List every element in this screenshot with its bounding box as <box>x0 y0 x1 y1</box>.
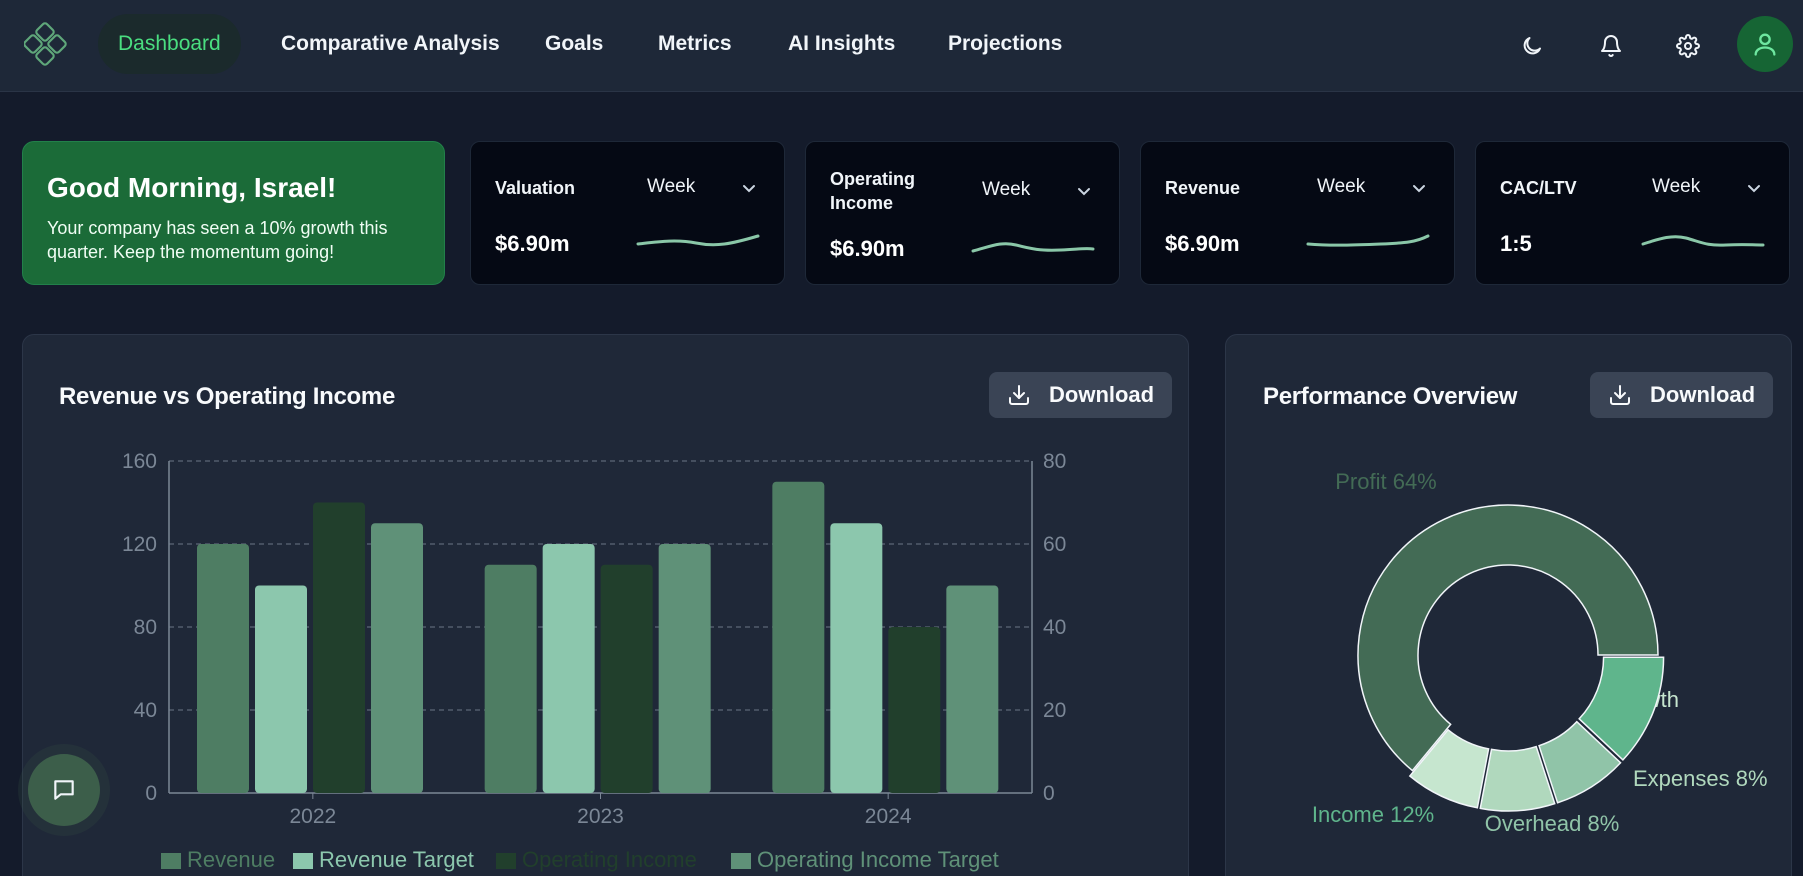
download-icon <box>1610 385 1630 405</box>
download-label: Download <box>1049 382 1155 407</box>
kpi-title: CAC/LTV <box>1500 178 1577 198</box>
donut-slice <box>1538 720 1622 804</box>
y-tick-label: 80 <box>134 616 157 639</box>
kpi-period-select[interactable]: Week <box>982 179 1031 200</box>
y2-tick-label: 20 <box>1043 699 1066 722</box>
kpi-card-cac-ltv: CAC/LTV Week 1:5 <box>1475 141 1790 285</box>
bar <box>197 544 249 793</box>
kpi-card-operating-income: Operating Income Week $6.90m <box>805 141 1120 285</box>
nav-goals[interactable]: Goals <box>545 32 604 55</box>
y-tick-label: 40 <box>134 699 157 722</box>
bar <box>484 564 537 793</box>
kpi-period-select[interactable]: Week <box>1652 176 1701 197</box>
y-tick-label: 160 <box>122 450 157 473</box>
download-button[interactable]: Download <box>1590 372 1774 418</box>
bar <box>313 502 365 793</box>
bar <box>830 523 883 793</box>
chevron-down-icon[interactable] <box>1744 178 1764 198</box>
x-tick-label: 2022 <box>289 805 336 828</box>
nav-ai-insights[interactable]: AI Insights <box>788 32 896 55</box>
bar <box>946 585 999 793</box>
legend-swatch <box>496 853 516 869</box>
legend-swatch <box>293 853 313 869</box>
chevron-down-icon[interactable] <box>1074 181 1094 201</box>
kpi-period-select[interactable]: Week <box>647 176 696 197</box>
bar <box>772 481 825 793</box>
logo-icon[interactable] <box>24 22 68 66</box>
kpi-title: Operating Income <box>830 169 916 213</box>
donut-chart: Profit 64%GrowthExpenses 8%Overhead 8%In… <box>1312 469 1768 836</box>
kpi-sparkline <box>1306 234 1430 247</box>
kpi-value: $6.90m <box>830 236 905 261</box>
chat-icon <box>54 780 74 800</box>
x-tick-label: 2024 <box>865 805 912 828</box>
moon-icon[interactable] <box>1512 26 1552 66</box>
bar-chart: 0 40 80 120 160 0 20 40 60 80 2022 2023 2024 Revenue R… <box>122 450 1066 872</box>
donut-slice <box>1408 728 1490 809</box>
top-navbar: Dashboard Comparative Analysis Goals Met… <box>0 0 1803 92</box>
kpi-value: $6.90m <box>1165 231 1240 256</box>
nav-dashboard[interactable]: Dashboard <box>98 14 241 74</box>
x-tick-label: 2023 <box>577 805 624 828</box>
legend-label: Revenue Target <box>319 847 474 872</box>
performance-overview-panel: Performance Overview Download Profit 64%… <box>1225 334 1792 876</box>
chevron-down-icon[interactable] <box>1409 178 1429 198</box>
nav-projections[interactable]: Projections <box>948 32 1063 55</box>
bar <box>658 544 711 793</box>
kpi-sparkline <box>1641 235 1765 247</box>
donut-slice <box>1578 656 1665 761</box>
kpi-value: $6.90m <box>495 231 570 256</box>
bar <box>371 523 423 793</box>
panel-title: Performance Overview <box>1263 383 1518 410</box>
slice-label: Overhead 8% <box>1485 811 1620 836</box>
legend-label: Operating Income Target <box>757 847 999 872</box>
gear-icon[interactable] <box>1668 26 1708 66</box>
y2-tick-label: 60 <box>1043 533 1066 556</box>
kpi-value: 1:5 <box>1500 231 1532 256</box>
kpi-sparkline <box>971 242 1095 253</box>
y2-tick-label: 0 <box>1043 782 1055 805</box>
user-icon <box>1754 33 1776 56</box>
download-button[interactable]: Download <box>989 372 1173 418</box>
revenue-vs-income-panel: Revenue vs Operating Income Download 0 40… <box>22 334 1189 876</box>
kpi-card-revenue: Revenue Week $6.90m <box>1140 141 1455 285</box>
chevron-down-icon[interactable] <box>739 178 759 198</box>
nav-comparative-analysis[interactable]: Comparative Analysis <box>281 32 500 55</box>
donut-slice <box>1479 745 1556 812</box>
user-avatar[interactable] <box>1737 16 1793 72</box>
slice-label: Profit 64% <box>1335 469 1437 494</box>
panel-title: Revenue vs Operating Income <box>59 383 396 410</box>
bar <box>542 544 595 793</box>
legend-label: Operating Income <box>522 847 697 872</box>
download-label: Download <box>1650 382 1756 407</box>
bar <box>600 564 653 793</box>
y-tick-label: 120 <box>122 533 157 556</box>
y2-tick-label: 80 <box>1043 450 1066 473</box>
kpi-title: Valuation <box>495 178 576 198</box>
slice-label: Expenses 8% <box>1633 766 1768 791</box>
legend-swatch <box>731 853 751 869</box>
greeting-title: Good Morning, Israel! <box>47 172 337 203</box>
donut-slice <box>1357 504 1659 772</box>
bell-icon[interactable] <box>1591 26 1631 66</box>
y-tick-label: 0 <box>145 782 157 805</box>
bar <box>255 585 307 793</box>
kpi-card-valuation: Valuation Week $6.90m <box>470 141 785 285</box>
y2-tick-label: 40 <box>1043 616 1066 639</box>
bar <box>888 627 941 793</box>
greeting-message: Your company has seen a 10% growth this … <box>47 218 388 262</box>
kpi-sparkline <box>636 234 760 247</box>
download-icon <box>1009 385 1029 405</box>
slice-label: Income 12% <box>1312 802 1434 827</box>
nav-metrics[interactable]: Metrics <box>658 32 732 55</box>
legend-label: Revenue <box>187 847 275 872</box>
greeting-card: Good Morning, Israel! Your company has s… <box>22 141 445 285</box>
chat-button[interactable] <box>28 754 100 826</box>
kpi-title: Revenue <box>1165 178 1241 198</box>
kpi-period-select[interactable]: Week <box>1317 176 1366 197</box>
legend-swatch <box>161 853 181 869</box>
